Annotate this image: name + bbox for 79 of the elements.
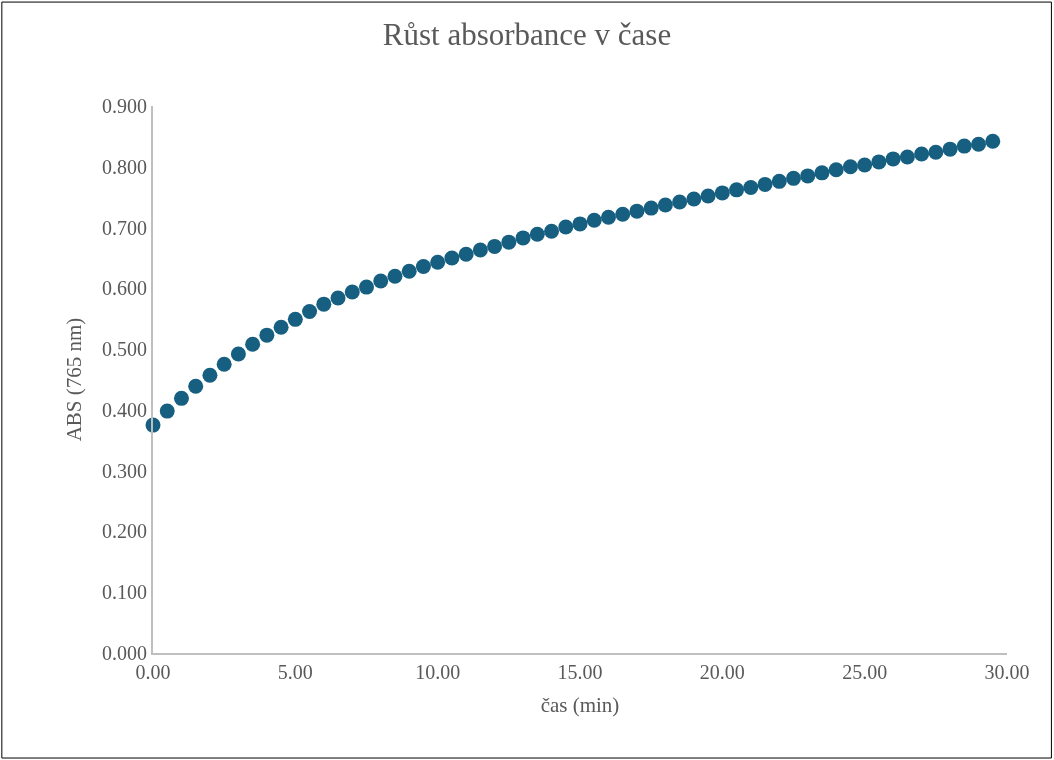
point xyxy=(871,154,887,170)
point xyxy=(971,136,987,152)
point xyxy=(558,219,574,235)
point xyxy=(302,303,318,319)
point xyxy=(230,346,246,362)
point xyxy=(643,200,659,216)
point xyxy=(757,176,773,192)
y-tick-label: 0.500 xyxy=(102,338,147,361)
chart-title: Růst absorbance v čase xyxy=(382,17,672,53)
point xyxy=(686,191,702,207)
point xyxy=(458,246,474,262)
y-tick-label: 0.300 xyxy=(102,459,147,482)
point xyxy=(259,327,275,343)
x-tick-label: 15.00 xyxy=(557,661,603,683)
point xyxy=(714,185,730,201)
point xyxy=(928,144,944,160)
point xyxy=(173,390,189,406)
point xyxy=(529,226,545,242)
x-tick-label: 5.00 xyxy=(277,661,313,683)
point xyxy=(615,206,631,222)
point xyxy=(586,212,602,228)
point xyxy=(515,230,531,246)
point xyxy=(828,162,844,178)
point xyxy=(401,263,417,279)
point xyxy=(330,290,346,306)
point xyxy=(700,188,716,204)
x-tick-label: 0.00 xyxy=(135,661,171,683)
y-tick-label: 0.700 xyxy=(102,216,147,239)
x-axis-title: čas (min) xyxy=(540,692,620,717)
point xyxy=(487,238,503,254)
point xyxy=(245,336,261,352)
point xyxy=(287,311,303,327)
point xyxy=(985,133,1001,149)
point xyxy=(359,279,374,295)
point xyxy=(814,165,830,181)
point xyxy=(914,146,930,162)
point xyxy=(188,378,204,394)
point xyxy=(885,151,901,167)
point xyxy=(786,170,801,186)
point xyxy=(672,194,688,210)
point xyxy=(544,223,560,239)
x-tick-label: 30.00 xyxy=(984,661,1030,683)
point xyxy=(842,159,858,175)
y-tick-label: 0.900 xyxy=(102,95,147,117)
point xyxy=(572,216,588,232)
y-axis-title: ABS (765 nm) xyxy=(61,317,86,442)
point xyxy=(472,242,488,258)
point xyxy=(899,149,915,165)
point xyxy=(729,182,745,198)
point xyxy=(800,168,816,184)
point xyxy=(344,284,360,300)
point xyxy=(316,296,332,312)
point xyxy=(373,273,389,289)
y-tick-label: 0.600 xyxy=(102,277,147,300)
point xyxy=(743,179,759,195)
point xyxy=(159,403,175,419)
point xyxy=(273,319,289,335)
point xyxy=(600,209,616,225)
y-tick-label: 0.400 xyxy=(102,398,147,421)
x-tick-label: 10.00 xyxy=(415,661,461,683)
y-tick-label: 0.000 xyxy=(102,642,147,664)
y-tick-label: 0.100 xyxy=(102,581,147,604)
point xyxy=(387,268,403,284)
point xyxy=(629,203,645,219)
y-tick-label: 0.800 xyxy=(102,155,147,178)
point xyxy=(657,197,673,213)
point xyxy=(216,356,232,372)
point xyxy=(501,234,517,250)
y-tick-label: 0.200 xyxy=(102,520,147,543)
point xyxy=(956,138,972,154)
x-tick-label: 25.00 xyxy=(842,661,888,683)
point xyxy=(415,258,431,274)
point xyxy=(942,141,958,157)
point xyxy=(771,173,787,189)
point xyxy=(430,254,446,270)
point xyxy=(202,367,218,383)
point xyxy=(444,250,460,266)
x-tick-label: 20.00 xyxy=(699,661,745,683)
point xyxy=(857,157,873,173)
